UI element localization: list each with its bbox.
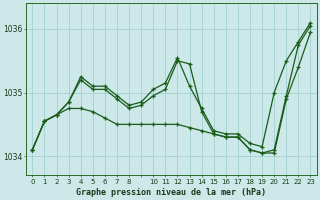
X-axis label: Graphe pression niveau de la mer (hPa): Graphe pression niveau de la mer (hPa) — [76, 188, 267, 197]
